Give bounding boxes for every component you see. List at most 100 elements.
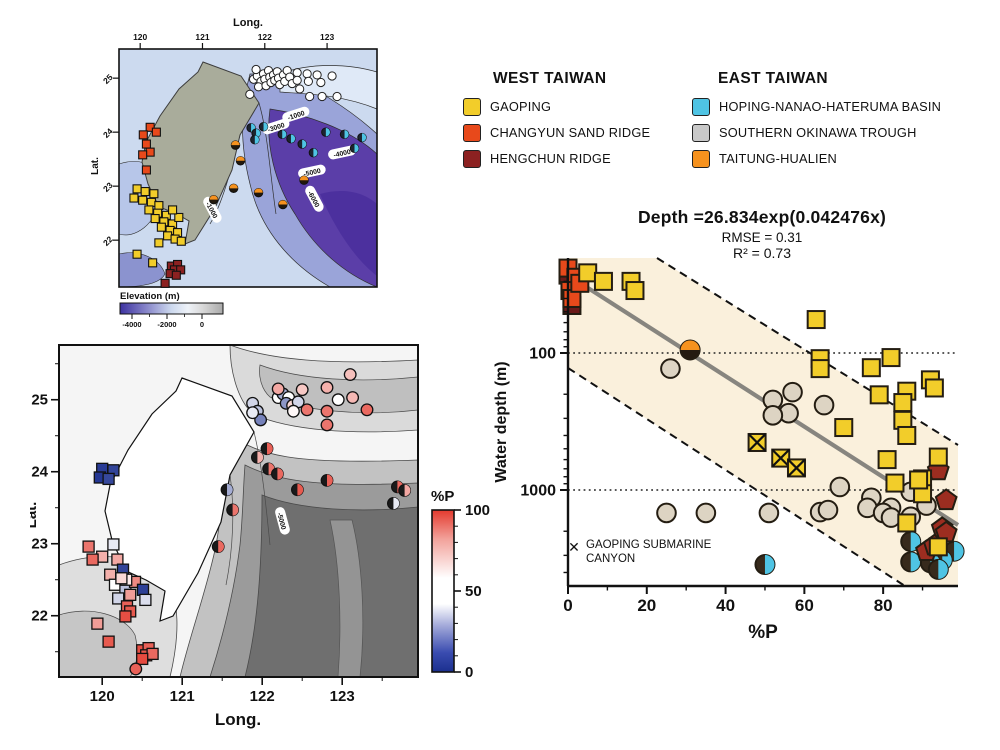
gaoping-point bbox=[928, 537, 948, 557]
legend-west-title: WEST TAIWAN bbox=[493, 70, 607, 87]
gaoping-site bbox=[156, 222, 166, 232]
gaoping-site bbox=[138, 195, 148, 205]
elevation-colorbar bbox=[119, 302, 224, 315]
gaoping-point bbox=[924, 378, 944, 398]
pct-p-half-fill bbox=[277, 468, 284, 480]
tick-label: 22 bbox=[31, 608, 48, 625]
band-upper-dashed bbox=[656, 257, 959, 446]
tick-label: -2000 bbox=[157, 320, 176, 329]
pct-p-square bbox=[136, 583, 150, 596]
okinawa-trough-site bbox=[251, 64, 261, 75]
tick-label: 0 bbox=[563, 596, 572, 615]
okinawa-trough-site bbox=[305, 91, 315, 102]
taitung-site-half bbox=[254, 188, 263, 193]
hoping-point-half bbox=[910, 552, 921, 572]
okinawa-trough-site bbox=[317, 91, 327, 102]
pct-p-square bbox=[124, 588, 137, 601]
pct-p-square bbox=[112, 592, 125, 605]
pct-p-colorbar-title: %P bbox=[431, 488, 454, 505]
gaoping-point bbox=[897, 513, 917, 533]
taitung-site-half bbox=[231, 140, 240, 146]
gaoping-point bbox=[834, 418, 854, 438]
fit-equation: Depth =26.834exp(0.042476x) bbox=[637, 207, 887, 227]
pct-p-circle bbox=[343, 368, 357, 381]
taiwan-island bbox=[104, 377, 255, 622]
tick-label: 20 bbox=[637, 596, 656, 615]
okinawa-trough-site bbox=[316, 77, 326, 88]
taitung-color-chip bbox=[692, 149, 710, 168]
legend-item-gaoping: GAOPING bbox=[463, 97, 650, 116]
gaoping-site bbox=[174, 212, 184, 223]
tick-label: 122 bbox=[250, 688, 275, 705]
hoping-point-half bbox=[764, 555, 775, 575]
gaoping-point bbox=[810, 359, 830, 379]
pct-p-half-fill bbox=[404, 484, 411, 497]
sea-deepest bbox=[320, 191, 377, 276]
okinawa-trough-site bbox=[292, 68, 302, 78]
pct-p-half-fill bbox=[257, 451, 264, 464]
pct-p-circle bbox=[320, 418, 334, 432]
pct-p-square bbox=[91, 617, 104, 630]
percent-p-map-panel: -5000 120 121 122 123 25 24 23 22 Long. Lat. %P 100 5… bbox=[30, 344, 490, 729]
gaoping-point bbox=[909, 470, 929, 490]
changyun-site bbox=[141, 165, 151, 175]
canyon-cross-symbol: ✕ bbox=[568, 539, 580, 555]
tick-label: 123 bbox=[330, 688, 355, 705]
gaoping-site bbox=[140, 187, 150, 197]
rmse-value: RMSE = 0.31 bbox=[721, 230, 803, 245]
okinawa-point bbox=[813, 394, 835, 416]
hoping-point-half bbox=[938, 559, 948, 579]
okinawa-trough-site bbox=[295, 84, 305, 94]
changyun-site bbox=[145, 122, 155, 132]
tick-label: 25 bbox=[101, 72, 115, 86]
okinawa-point bbox=[660, 358, 681, 379]
okinawa-trough-site bbox=[292, 75, 302, 85]
gaoping-site bbox=[144, 205, 154, 215]
hengchun-point bbox=[934, 488, 958, 511]
tick-label: 0 bbox=[465, 664, 473, 681]
pct-p-half-fill bbox=[297, 483, 304, 496]
tick-label: 100 bbox=[465, 502, 490, 519]
pct-p-square bbox=[146, 647, 159, 661]
okinawa-label: SOUTHERN OKINAWA TROUGH bbox=[719, 125, 917, 140]
gaoping-point bbox=[877, 450, 897, 470]
contour-label-text: -5000 bbox=[303, 168, 322, 179]
taitung-site-half bbox=[236, 156, 245, 161]
okinawa-point bbox=[762, 405, 784, 426]
gaoping-color-chip bbox=[463, 97, 481, 116]
legend-item-hengchun: HENGCHUN RIDGE bbox=[463, 149, 650, 168]
legend-item-hoping: HOPING-NANAO-HATERUMA BASIN bbox=[692, 97, 941, 116]
scatter-header: Depth =26.834exp(0.042476x) RMSE = 0.31 … bbox=[557, 207, 967, 261]
gaoping-point bbox=[885, 473, 905, 493]
okinawa-trough-site bbox=[253, 82, 264, 92]
gaoping-site bbox=[129, 193, 139, 203]
canyon-annotation-line2: CANYON bbox=[586, 553, 635, 565]
hengchun-color-chip bbox=[463, 149, 481, 168]
legend-west-taiwan: WEST TAIWAN GAOPING CHANGYUN SAND RIDGE … bbox=[463, 70, 650, 175]
pct-p-circle bbox=[295, 383, 309, 397]
gaoping-site bbox=[146, 197, 156, 207]
contour-label: -5000 bbox=[298, 164, 326, 179]
tick-label: 80 bbox=[874, 596, 893, 615]
pct-p-half-fill bbox=[218, 540, 224, 553]
pct-p-square bbox=[102, 472, 115, 486]
taitung-site-half bbox=[278, 200, 288, 205]
gaoping-point bbox=[881, 348, 901, 368]
gaoping-site bbox=[168, 205, 178, 215]
hoping-site-half bbox=[282, 130, 287, 139]
hoping-site-half bbox=[344, 130, 349, 139]
pct-p-half-fill bbox=[232, 504, 239, 516]
pct-p-square bbox=[82, 540, 95, 553]
legend-item-okinawa: SOUTHERN OKINAWA TROUGH bbox=[692, 123, 941, 142]
scatter-y-label: Water depth (m) bbox=[493, 361, 510, 482]
gaoping-point bbox=[625, 281, 645, 301]
tick-label: 24 bbox=[31, 464, 48, 481]
pct-p-half-fill bbox=[227, 483, 233, 496]
pct-p-square bbox=[107, 538, 120, 551]
hoping-site-half bbox=[256, 129, 261, 138]
tick-label: 1000 bbox=[520, 483, 556, 500]
bottom-map-y-label: Lat. bbox=[30, 502, 40, 529]
canyon-annotation-line1: GAOPING SUBMARINE bbox=[586, 539, 712, 551]
taitung-site-half bbox=[299, 176, 309, 181]
